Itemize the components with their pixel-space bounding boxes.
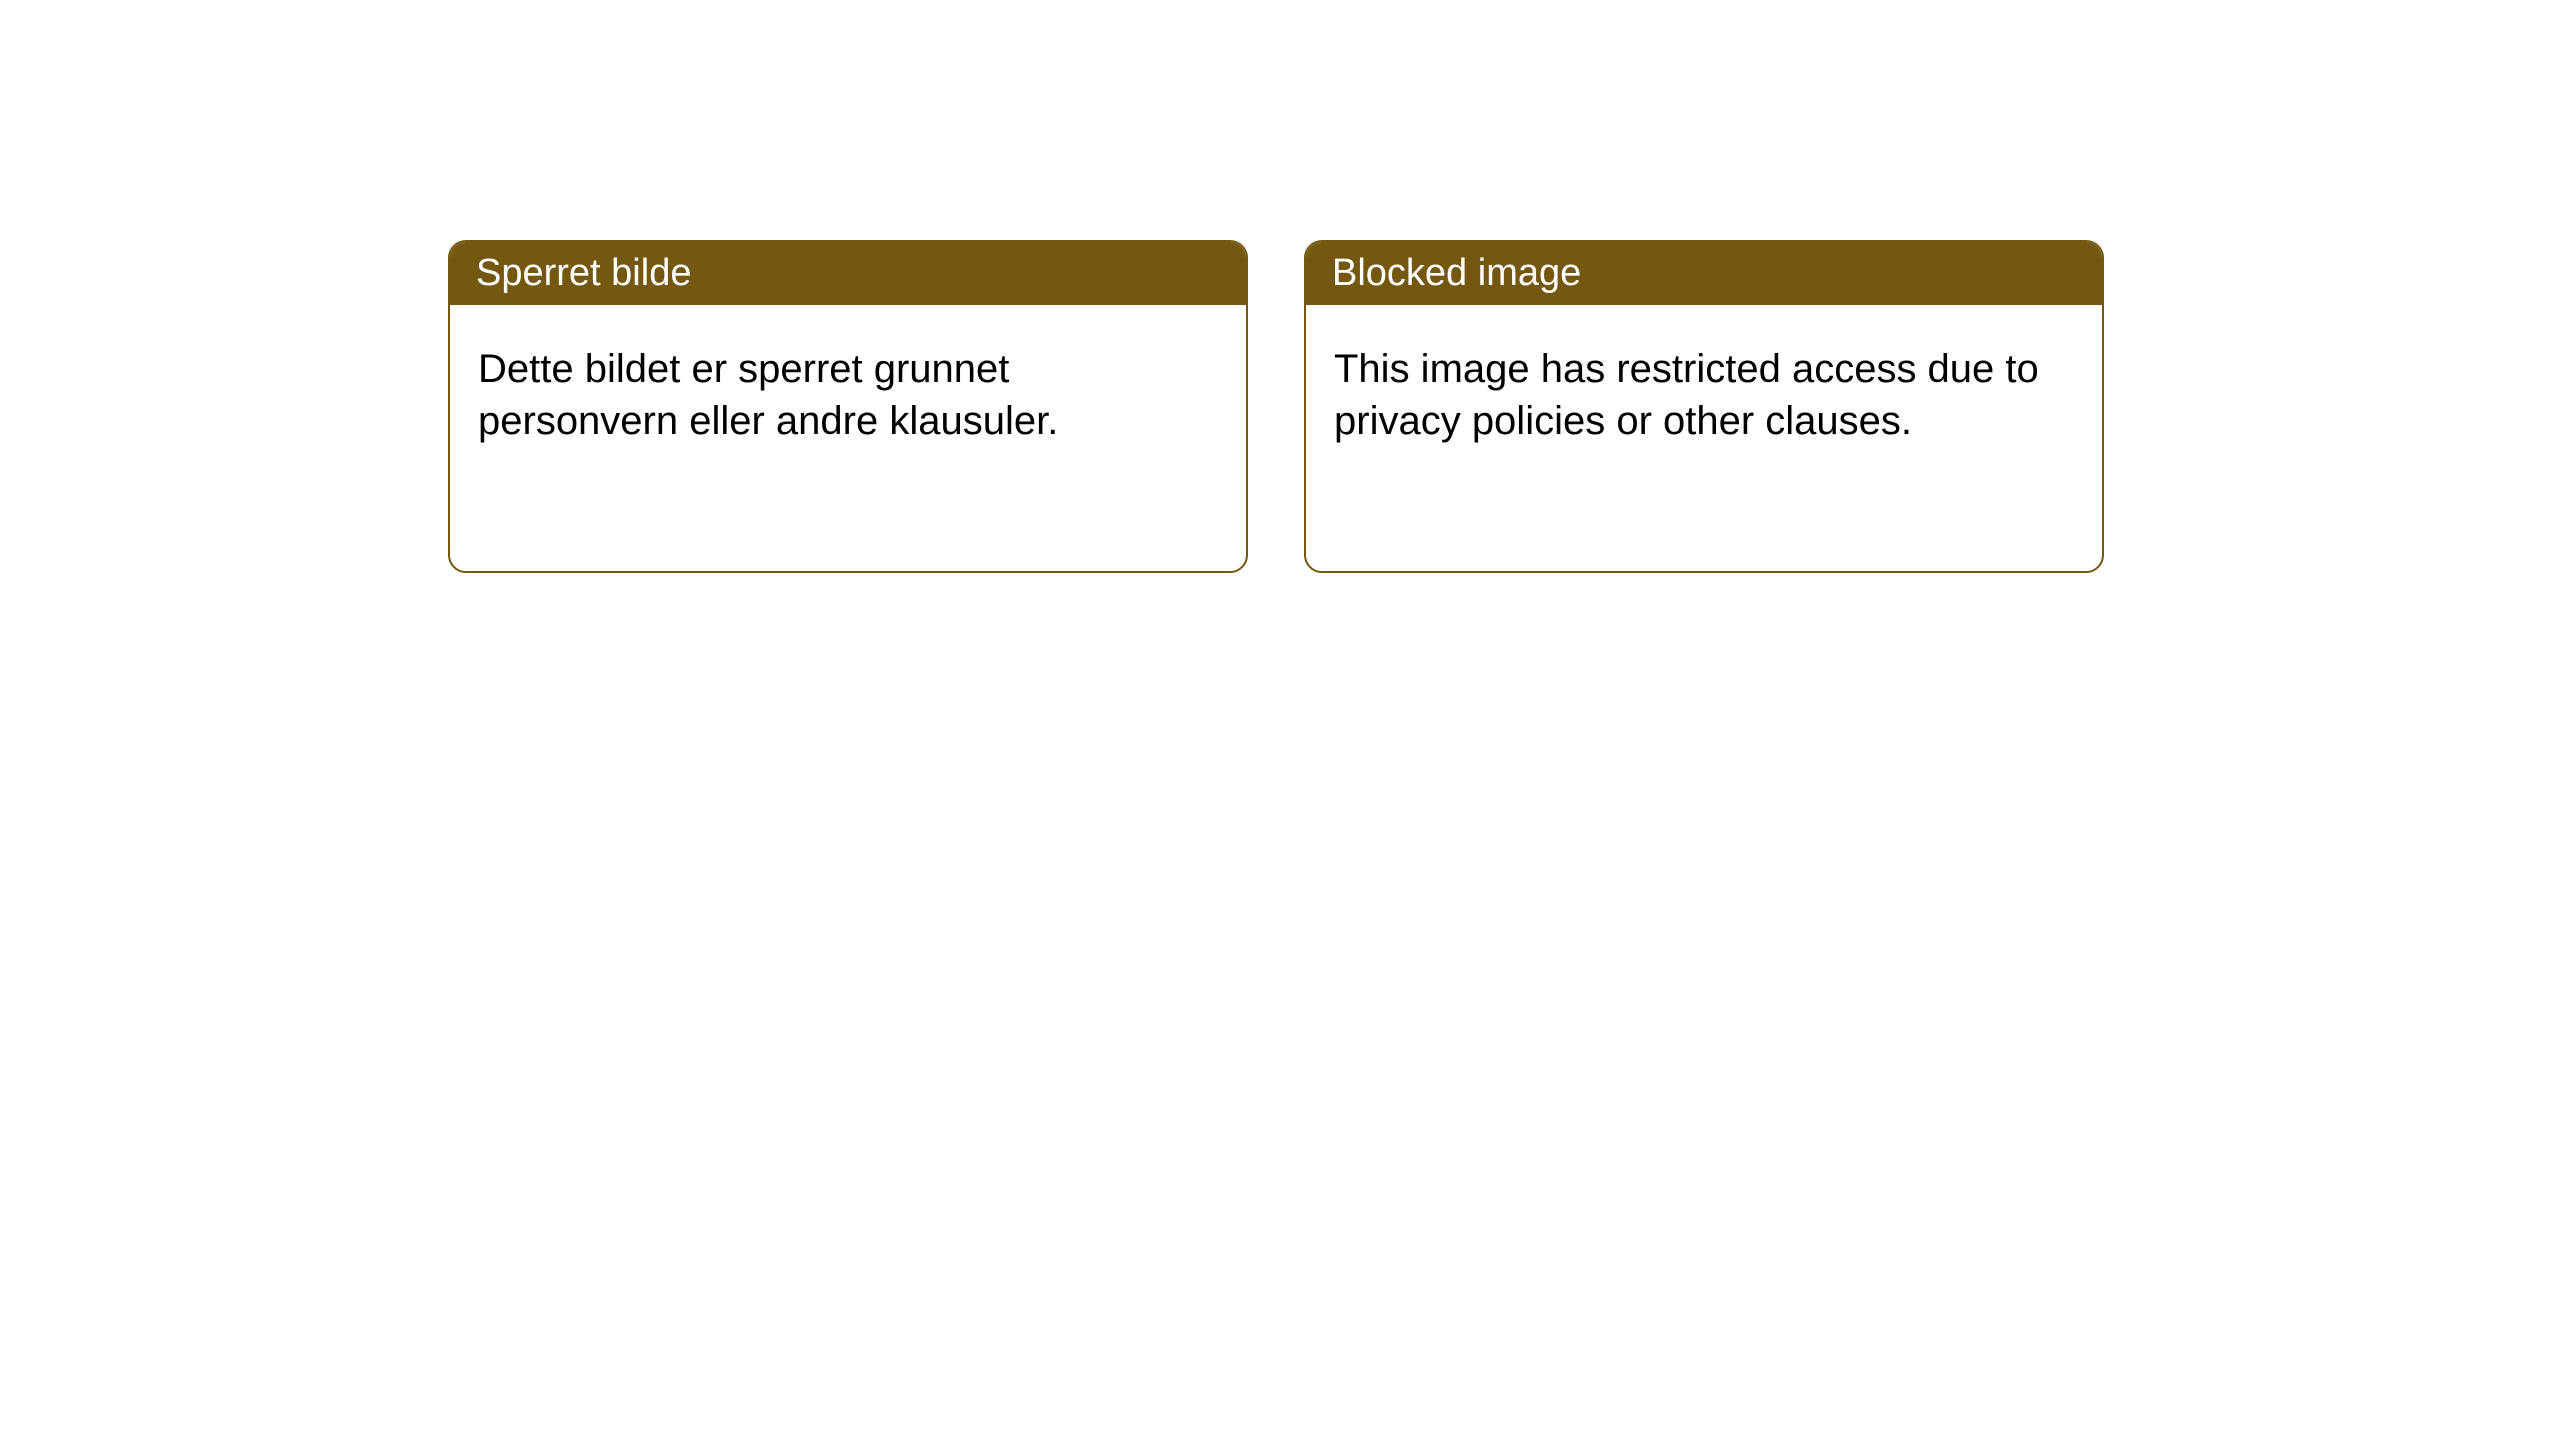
notice-card-english: Blocked image This image has restricted …: [1304, 240, 2104, 573]
notice-body-norwegian: Dette bildet er sperret grunnet personve…: [450, 305, 1246, 485]
notice-text-english: This image has restricted access due to …: [1334, 347, 2039, 443]
notice-title-norwegian: Sperret bilde: [476, 252, 691, 294]
notice-title-english: Blocked image: [1332, 252, 1581, 294]
notice-header-english: Blocked image: [1306, 242, 2102, 305]
notice-card-norwegian: Sperret bilde Dette bildet er sperret gr…: [448, 240, 1248, 573]
notice-text-norwegian: Dette bildet er sperret grunnet personve…: [478, 347, 1058, 443]
notice-header-norwegian: Sperret bilde: [450, 242, 1246, 305]
blocked-image-notices: Sperret bilde Dette bildet er sperret gr…: [448, 240, 2104, 573]
notice-body-english: This image has restricted access due to …: [1306, 305, 2102, 485]
